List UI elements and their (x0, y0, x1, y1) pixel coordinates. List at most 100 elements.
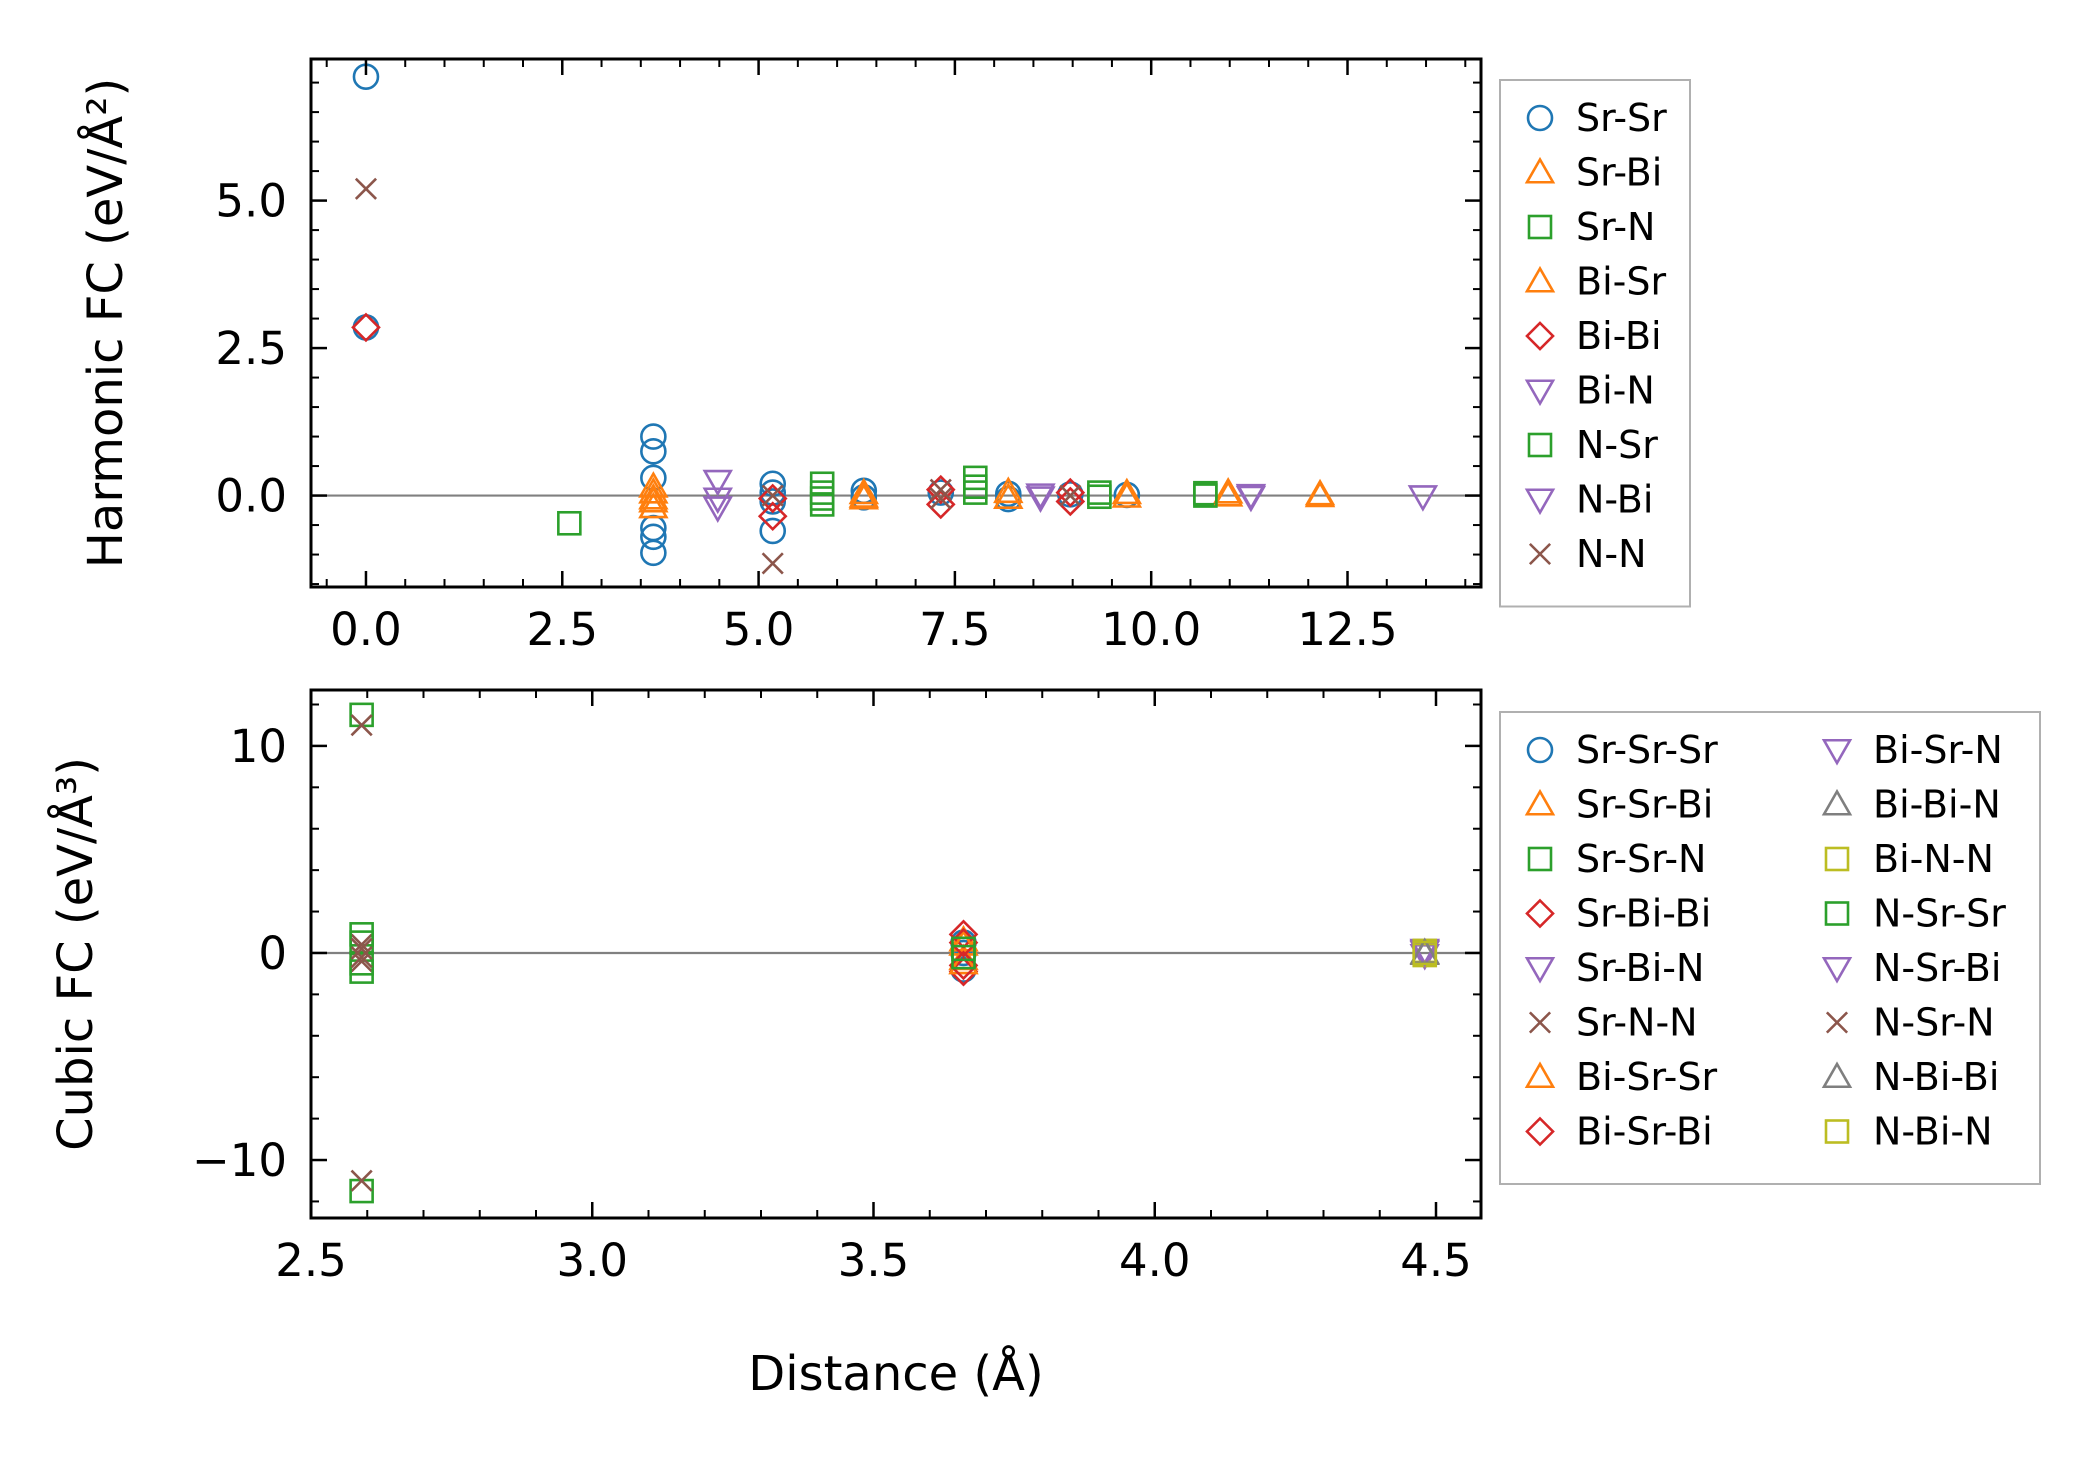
cubic-y-axis-label: Cubic FC (eV/Å³) (47, 757, 104, 1151)
harmonic-point-bi-sr-1 (638, 471, 669, 498)
harmonic-legend-label-sr-bi: Sr-Bi (1576, 151, 1662, 195)
cubic-legend-label-bi-sr-sr: Bi-Sr-Sr (1576, 1055, 1717, 1099)
harmonic-legend-label-n-bi: N-Bi (1576, 478, 1653, 522)
cubic-legend-frame (1499, 711, 2041, 1185)
harmonic-point-n-bi-2 (1235, 485, 1267, 513)
cubic-legend-marker-n-sr-sr (1824, 901, 1850, 926)
harmonic-point-n-n-4 (929, 487, 952, 510)
harmonic-series-n-sr (809, 474, 1218, 511)
harmonic-point-sr-sr-14 (927, 479, 955, 506)
harmonic-series-sr-bi (638, 476, 1336, 519)
harmonic-point-sr-bi-2 (638, 491, 669, 519)
harmonic-point-sr-bi-7 (1212, 476, 1244, 504)
harmonic-point-sr-sr-2 (640, 423, 667, 450)
harmonic-legend-label-sr-n: Sr-N (1576, 205, 1655, 249)
harmonic-point-n-bi-1 (1025, 486, 1056, 513)
cubic-legend-marker-bi-n-n (1824, 846, 1850, 872)
cubic-xtick-label: 3.5 (838, 1234, 910, 1287)
cubic-legend-marker-n-sr-bi (1821, 956, 1853, 984)
harmonic-point-sr-sr-6 (640, 523, 667, 551)
harmonic-xtick-label: 10.0 (1101, 603, 1201, 656)
cubic-legend-label-sr-bi-n: Sr-Bi-N (1576, 946, 1704, 990)
harmonic-legend-label-sr-sr: Sr-Sr (1576, 96, 1667, 140)
cubic-legend-label-bi-n-n: Bi-N-N (1873, 837, 1994, 881)
harmonic-plot-frame (309, 57, 1483, 589)
cubic-xtick-label: 3.0 (556, 1234, 628, 1287)
harmonic-point-sr-bi-0 (638, 476, 669, 504)
cubic-series-n-sr-n (350, 937, 373, 969)
harmonic-legend-marker-sr-sr (1526, 104, 1554, 132)
cubic-xtick-label: 4.5 (1400, 1234, 1472, 1287)
harmonic-legend-label-bi-bi: Bi-Bi (1576, 314, 1662, 358)
harmonic-point-n-n-1 (761, 552, 784, 575)
cubic-legend-marker-bi-sr-sr (1524, 1061, 1556, 1089)
cubic-point-n-sr-n-1 (350, 946, 373, 969)
cubic-legend-marker-sr-n-n (1528, 1011, 1552, 1034)
cubic-legend-marker-n-bi-n (1824, 1119, 1850, 1144)
cubic-legend-marker-n-bi-bi (1821, 1061, 1853, 1089)
harmonic-point-n-bi-0 (702, 487, 733, 515)
cubic-point-sr-n-n-0 (350, 714, 373, 737)
cubic-ytick-label: 10 (230, 720, 287, 773)
harmonic-legend-label-n-n: N-N (1576, 532, 1647, 576)
harmonic-point-sr-sr-1 (352, 314, 380, 341)
harmonic-legend-label-bi-n: Bi-N (1576, 369, 1655, 413)
cubic-legend-label-bi-bi-n: Bi-Bi-N (1873, 783, 2001, 827)
harmonic-point-sr-bi-6 (1111, 477, 1143, 505)
cubic-legend-marker-sr-sr-n (1527, 846, 1553, 872)
cubic-legend-label-n-sr-bi: N-Sr-Bi (1873, 946, 2001, 990)
harmonic-point-bi-n-1 (702, 496, 733, 523)
harmonic-point-sr-bi-1 (638, 485, 669, 513)
cubic-legend-label-n-sr-n: N-Sr-N (1873, 1001, 1995, 1045)
harmonic-xtick-label: 2.5 (526, 603, 598, 656)
harmonic-series-n-n (354, 177, 1082, 575)
harmonic-point-n-sr-0 (809, 486, 835, 511)
harmonic-point-bi-sr-4 (1111, 481, 1143, 508)
cubic-point-sr-sr-n-0 (349, 702, 374, 728)
harmonic-legend-marker-bi-bi (1525, 321, 1555, 351)
harmonic-legend-marker-bi-n (1524, 379, 1556, 407)
harmonic-legend-label-bi-sr: Bi-Sr (1576, 260, 1666, 304)
cubic-xtick-label: 2.5 (275, 1234, 347, 1287)
harmonic-point-n-n-3 (929, 478, 952, 501)
cubic-point-sr-n-n-3 (350, 1169, 373, 1192)
harmonic-legend-marker-n-sr (1527, 432, 1553, 458)
harmonic-series-sr-n (557, 465, 1218, 536)
harmonic-point-bi-n-0 (702, 469, 733, 497)
cubic-legend-marker-sr-sr-sr (1526, 736, 1554, 764)
harmonic-point-bi-bi-2 (757, 483, 788, 514)
harmonic-point-sr-n-0 (557, 510, 582, 536)
harmonic-legend-marker-bi-sr (1524, 265, 1556, 293)
harmonic-point-sr-sr-11 (759, 517, 787, 545)
harmonic-series-bi-n (702, 469, 1439, 523)
harmonic-point-bi-bi-1 (757, 501, 788, 532)
cubic-legend-marker-sr-bi-bi (1525, 898, 1555, 929)
harmonic-point-bi-sr-3 (993, 482, 1024, 509)
harmonic-legend-marker-sr-bi (1524, 156, 1556, 184)
cubic-legend-label-n-bi-bi: N-Bi-Bi (1873, 1055, 1999, 1099)
harmonic-point-n-n-2 (761, 484, 784, 507)
harmonic-point-sr-n-4 (963, 465, 988, 491)
harmonic-legend-marker-n-bi (1524, 488, 1556, 516)
harmonic-legend-frame (1499, 79, 1691, 608)
cubic-legend-marker-sr-sr-bi (1524, 788, 1556, 816)
cubic-ytick-label: −10 (192, 1134, 287, 1187)
cubic-series-n-sr-sr (349, 930, 976, 976)
harmonic-point-bi-bi-3 (925, 474, 956, 505)
harmonic-ytick-label: 2.5 (215, 322, 287, 375)
cubic-xtick-label: 4.0 (1119, 1234, 1191, 1287)
cubic-legend-marker-bi-sr-n (1821, 738, 1853, 766)
cubic-legend-marker-bi-bi-n (1821, 788, 1853, 816)
cubic-legend-label-n-bi-n: N-Bi-N (1873, 1110, 1993, 1154)
cubic-point-n-sr-n-0 (350, 937, 373, 960)
cubic-legend-marker-bi-sr-bi (1525, 1116, 1555, 1147)
cubic-legend-label-n-sr-sr: N-Sr-Sr (1873, 892, 2006, 936)
harmonic-point-bi-sr-2 (848, 481, 880, 508)
harmonic-point-bi-n-2 (1025, 483, 1056, 510)
harmonic-series-n-bi (702, 485, 1267, 515)
harmonic-point-bi-sr-5 (1212, 479, 1244, 507)
harmonic-point-bi-bi-6 (1055, 486, 1086, 517)
cubic-legend-label-sr-n-n: Sr-N-N (1576, 1001, 1698, 1045)
harmonic-point-sr-n-1 (809, 471, 835, 497)
